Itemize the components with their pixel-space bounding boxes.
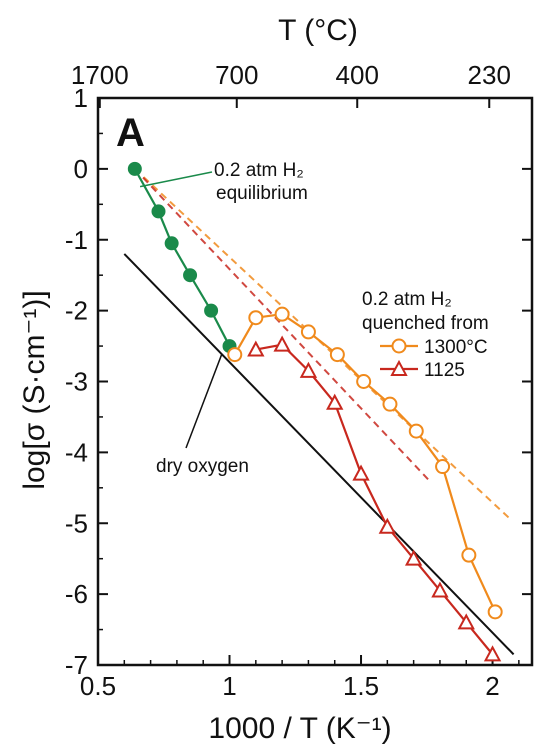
data-point-q1125-5 xyxy=(378,517,397,534)
dry-oxygen-line xyxy=(123,253,515,656)
quench-label-line1: 0.2 atm H₂ xyxy=(362,289,452,310)
data-point-equilibrium-4 xyxy=(204,303,219,318)
data-point-q1125-3 xyxy=(326,393,344,410)
data-point-q1125-7 xyxy=(431,581,449,598)
top-tick-label-3: 230 xyxy=(468,60,511,90)
y-tick-label-6: -5 xyxy=(65,508,88,538)
data-point-q1300-6 xyxy=(382,396,398,412)
data-point-q1300-3 xyxy=(300,324,316,340)
data-point-q1125-4 xyxy=(352,464,370,481)
data-point-equilibrium-1 xyxy=(151,204,166,219)
dry-oxygen-leader-line xyxy=(185,354,223,449)
x-axis-title: 1000 / T (K⁻¹) xyxy=(208,712,391,745)
data-point-q1300-2 xyxy=(274,306,290,322)
data-point-q1300-8 xyxy=(435,459,451,475)
y-tick-label-4: -3 xyxy=(65,367,88,397)
legend-marker-q1125 xyxy=(390,359,408,376)
legend-label-1125: 1125 xyxy=(424,360,465,381)
y-tick-label-5: -4 xyxy=(65,437,88,467)
data-point-q1125-9 xyxy=(483,645,502,662)
data-point-q1125-6 xyxy=(404,549,423,566)
legend-marker-q1300 xyxy=(391,338,407,354)
x-tick-label-0: 0.5 xyxy=(80,671,116,701)
y-axis-title: log[σ (S·cm⁻¹)] xyxy=(18,290,51,489)
data-point-q1125-8 xyxy=(457,613,475,630)
x-tick-label-3: 2 xyxy=(485,671,499,701)
data-point-equilibrium-2 xyxy=(164,236,179,251)
data-point-q1300-7 xyxy=(408,423,424,439)
panel-label: A xyxy=(116,111,145,155)
series-line-q1125 xyxy=(255,343,494,656)
equilibrium-label-line2: equilibrium xyxy=(216,183,308,204)
legend-label-1300: 1300°C xyxy=(424,337,488,358)
y-tick-label-0: 1 xyxy=(74,83,88,113)
data-point-q1300-5 xyxy=(356,374,372,389)
y-tick-label-1: 0 xyxy=(74,154,88,184)
data-point-q1125-2 xyxy=(299,361,318,378)
y-tick-label-8: -7 xyxy=(65,650,88,680)
dry-oxygen-label: dry oxygen xyxy=(156,456,249,477)
equilibrium-leader-line xyxy=(139,171,213,188)
top-tick-label-0: 1700 xyxy=(71,60,129,90)
y-tick-label-3: -2 xyxy=(65,296,88,326)
top-tick-label-1: 700 xyxy=(215,60,258,90)
x-tick-label-2: 1.5 xyxy=(343,671,379,701)
data-point-q1300-10 xyxy=(487,604,503,620)
data-point-q1125-1 xyxy=(273,335,291,352)
plot-frame-layer: 0.5 1 1.5 2 1 0 -1 -2 -3 -4 -5 -6 -7 1700 700 400 230 xyxy=(65,60,534,701)
quench-label-line2: quenched from xyxy=(362,313,489,334)
x-tick-label-1: 1 xyxy=(222,671,236,701)
top-axis-title: T (°C) xyxy=(278,14,358,47)
y-tick-label-2: -1 xyxy=(65,225,88,255)
y-tick-label-7: -6 xyxy=(65,579,88,609)
data-point-q1300-0 xyxy=(227,347,243,363)
data-point-q1300-1 xyxy=(248,310,264,326)
data-point-q1125-0 xyxy=(247,340,265,357)
data-point-q1300-9 xyxy=(461,547,477,563)
data-marks-layer xyxy=(127,161,503,662)
data-point-equilibrium-0 xyxy=(127,161,142,176)
plot-frame xyxy=(96,96,534,667)
data-point-equilibrium-3 xyxy=(183,268,198,283)
series-lines-layer xyxy=(123,168,515,656)
top-tick-label-2: 400 xyxy=(336,60,379,90)
series-line-q1300 xyxy=(233,313,497,613)
equilibrium-label-line1: 0.2 atm H₂ xyxy=(214,160,304,181)
data-point-q1300-4 xyxy=(329,347,345,363)
